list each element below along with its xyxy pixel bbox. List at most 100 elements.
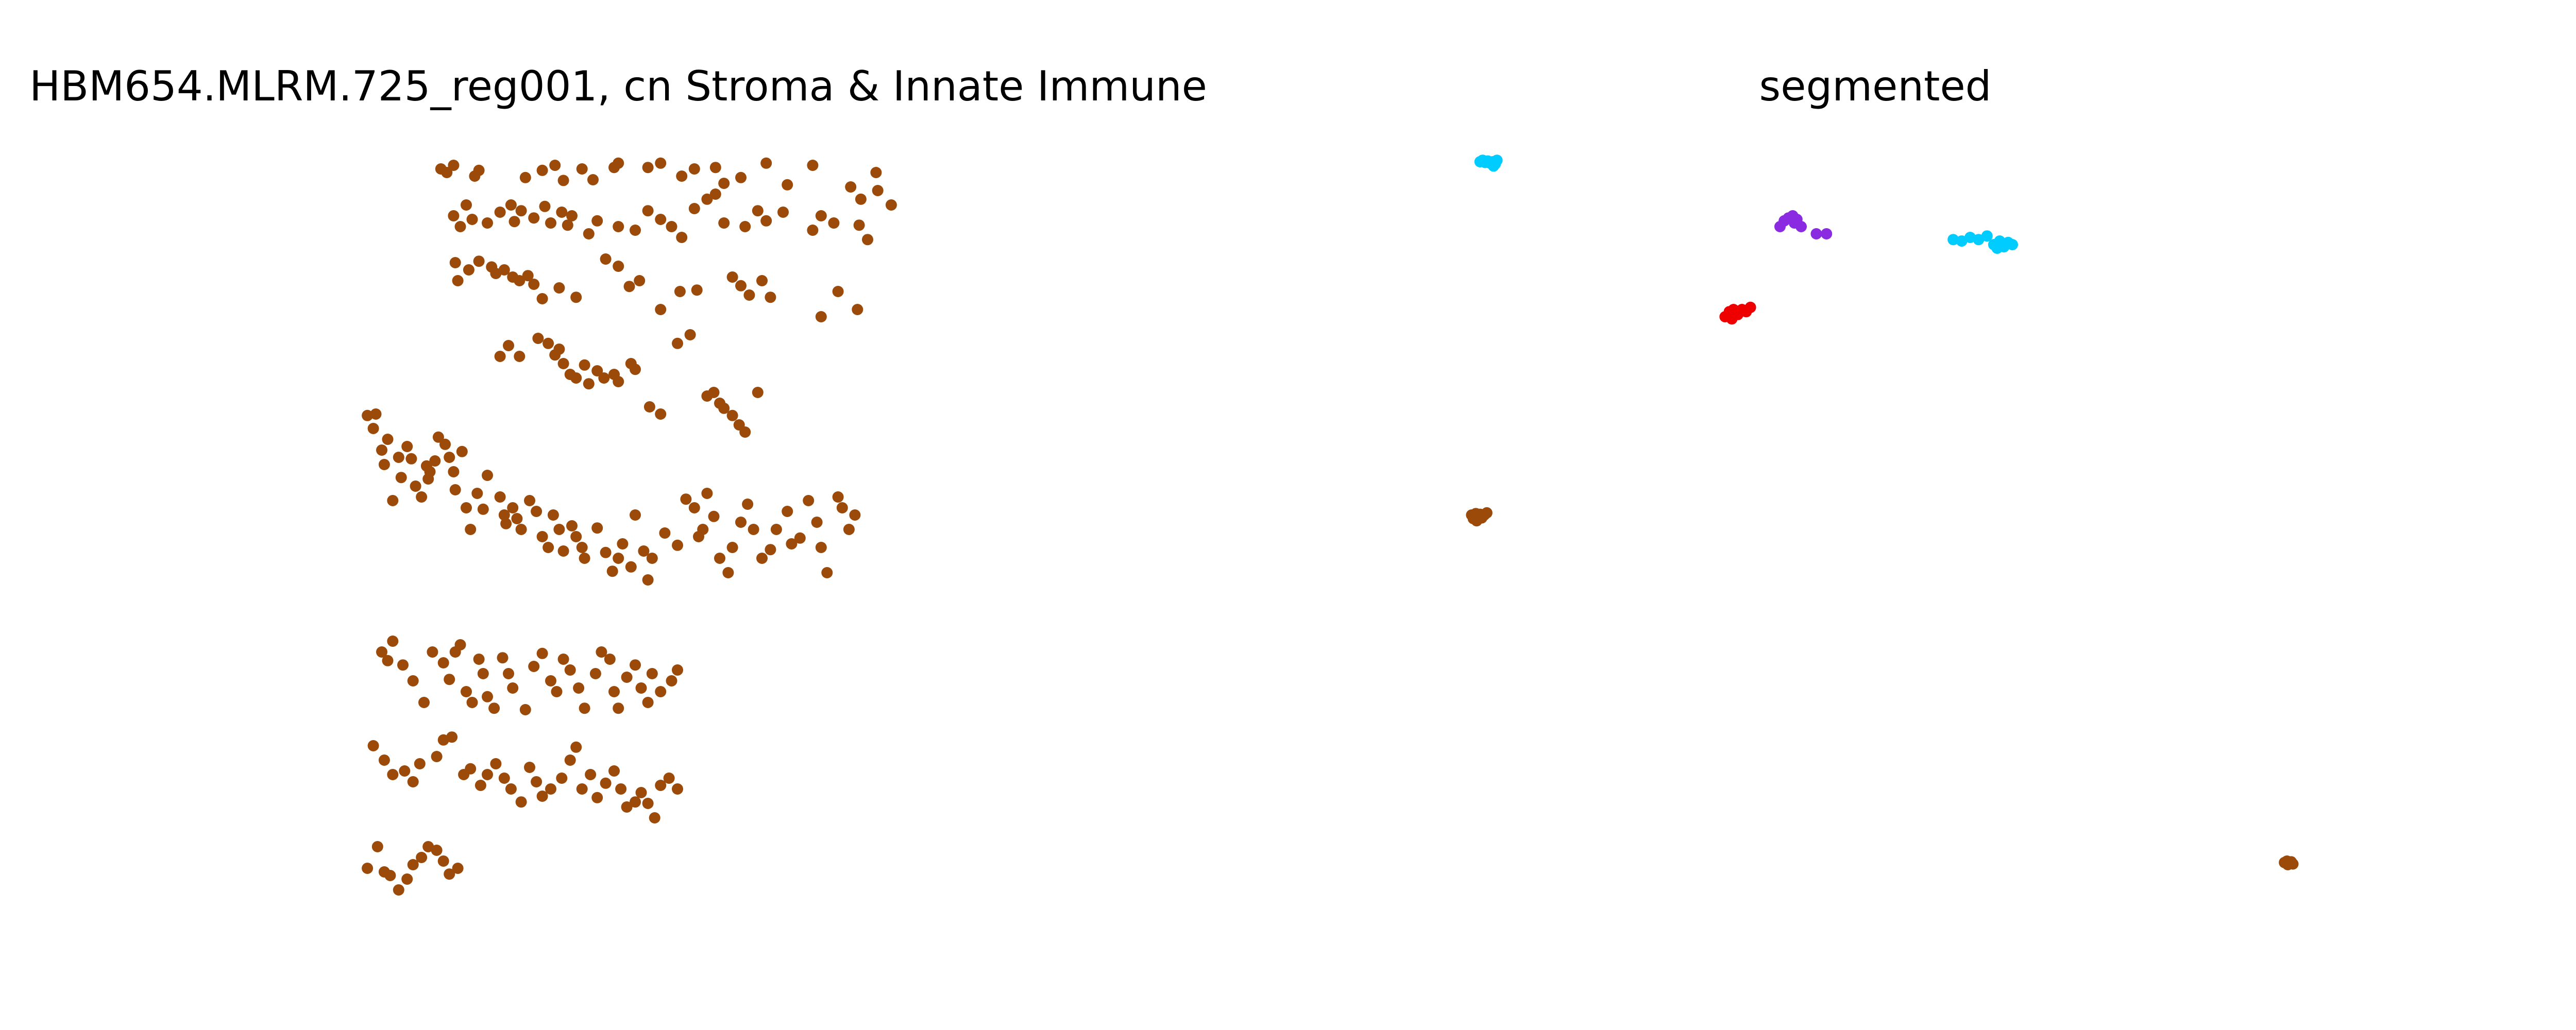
scatter-point-0-0-62 [872,185,884,196]
scatter-point-0-0-272 [576,783,588,795]
scatter-point-0-0-249 [378,754,390,766]
scatter-point-0-0-217 [461,686,472,697]
scatter-point-0-0-192 [756,553,768,564]
scatter-point-0-0-74 [528,279,540,290]
scatter-point-0-0-237 [604,654,616,665]
scatter-point-0-0-295 [431,845,443,856]
scatter-point-0-0-245 [655,686,667,697]
scatter-point-0-0-155 [511,513,523,524]
scatter-point-0-0-225 [507,682,519,694]
scatter-point-0-0-173 [625,561,637,573]
scatter-point-0-0-240 [621,672,633,683]
scatter-point-0-0-294 [422,841,434,852]
scatter-point-0-0-284 [663,772,675,784]
scatter-point-0-0-130 [393,452,404,463]
scatter-point-0-0-125 [370,408,382,420]
scatter-point-0-0-259 [474,780,486,791]
scatter-point-0-0-116 [708,387,720,398]
scatter-point-0-0-19 [735,171,747,183]
scatter-point-0-0-13 [642,162,654,174]
scatter-point-0-0-269 [556,772,568,784]
scatter-point-0-0-121 [739,426,751,438]
scatter-point-0-0-239 [613,702,624,714]
scatter-point-0-0-110 [630,364,641,375]
scatter-point-0-0-58 [815,210,827,221]
scatter-point-0-0-7 [549,160,561,171]
scatter-point-0-0-290 [393,884,404,896]
scatter-point-0-0-279 [630,796,641,808]
scatter-point-0-0-216 [454,639,466,650]
scatter-point-0-0-185 [708,510,720,522]
scatter-point-0-0-28 [461,199,472,211]
scatter-point-0-0-76 [553,282,565,294]
scatter-point-0-0-218 [466,697,478,708]
scatter-point-0-0-149 [477,503,489,515]
scatter-point-0-0-169 [600,546,612,558]
panel-stroma-innate-immune: HBM654.MLRM.725_reg001, cn Stroma & Inna… [29,62,1207,896]
scatter-point-0-0-64 [449,257,461,268]
scatter-point-0-0-154 [507,502,519,513]
scatter-point-0-0-24 [855,193,867,205]
scatter-point-0-0-227 [528,661,540,672]
scatter-point-0-0-224 [503,668,514,679]
scatter-point-0-0-84 [691,284,703,296]
scatter-point-0-0-82 [655,304,667,315]
plot-area-segmented [1466,154,2299,870]
scatter-point-0-0-72 [514,275,526,286]
scatter-point-0-0-111 [643,401,655,413]
scatter-point-0-0-194 [770,524,782,535]
scatter-point-0-0-18 [718,178,730,189]
scatter-point-1-2-7 [1810,228,1822,239]
scatter-point-0-0-247 [672,664,683,676]
scatter-point-0-0-43 [613,221,624,232]
scatter-point-0-0-267 [536,791,548,802]
scatter-point-0-0-282 [649,812,660,823]
scatter-point-0-0-228 [536,647,548,659]
scatter-point-0-0-254 [431,751,443,762]
scatter-point-1-1-19 [1991,243,2003,254]
scatter-point-0-0-59 [828,217,840,229]
scatter-point-0-0-139 [429,455,441,467]
scatter-point-0-0-45 [642,205,654,217]
scatter-point-0-0-242 [635,682,647,694]
scatter-point-0-0-113 [672,337,683,349]
scatter-point-0-0-49 [688,203,700,214]
scatter-point-0-0-81 [634,275,646,286]
scatter-point-0-0-156 [515,524,527,535]
scatter-point-0-0-151 [494,491,506,503]
scatter-point-0-0-208 [387,636,399,647]
scatter-point-0-0-91 [832,286,844,297]
scatter-point-0-0-252 [407,776,419,787]
scatter-point-1-2-6 [1795,221,1807,232]
scatter-point-0-0-168 [591,522,603,534]
scatter-point-0-0-281 [642,798,654,809]
scatter-point-1-0-8 [1471,515,1483,527]
scatter-point-0-0-188 [726,542,738,553]
scatter-point-0-0-206 [376,646,387,658]
scatter-point-0-0-285 [672,783,683,795]
scatter-point-0-0-262 [498,772,510,784]
scatter-point-0-0-97 [543,337,554,349]
scatter-point-0-0-270 [564,754,576,766]
scatter-point-0-0-233 [573,682,585,694]
scatter-point-0-0-31 [494,207,506,218]
scatter-point-0-0-35 [528,212,540,224]
scatter-point-0-0-174 [630,509,641,521]
scatter-point-0-0-248 [367,740,379,751]
scatter-point-1-1-8 [1491,154,1503,166]
scatter-point-0-0-253 [414,758,426,769]
scatter-point-0-0-32 [505,199,517,211]
scatter-point-0-0-162 [553,524,565,535]
scatter-point-0-0-20 [760,157,772,169]
scatter-point-0-0-56 [777,207,789,218]
scatter-point-0-0-48 [676,232,688,243]
scatter-point-0-0-280 [635,787,647,798]
scatter-point-0-0-258 [465,763,477,775]
scatter-point-0-0-221 [482,691,493,702]
scatter-point-0-0-8 [557,175,569,186]
scatter-point-0-0-148 [471,488,483,499]
scatter-point-0-0-141 [439,438,451,450]
scatter-point-0-0-159 [536,531,548,542]
scatter-point-0-0-92 [852,304,863,315]
scatter-point-1-1-9 [1947,234,1959,246]
